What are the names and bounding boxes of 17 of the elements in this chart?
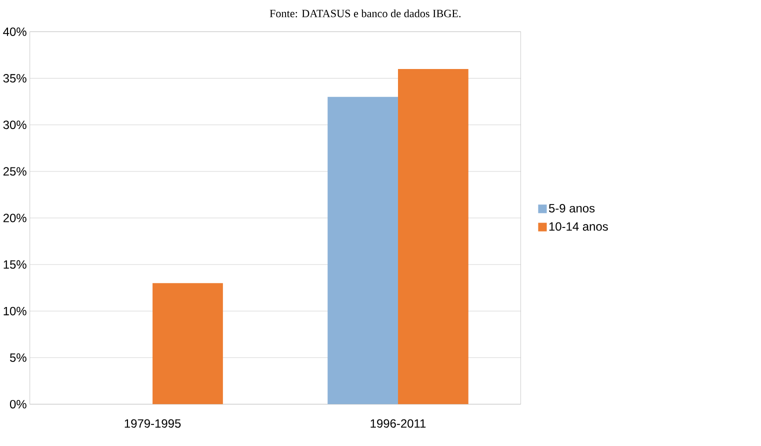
x-tick-label: 1996-2011 <box>370 419 426 428</box>
legend-label: 10-14 anos <box>549 222 608 231</box>
y-tick-label: 30% <box>3 120 26 129</box>
y-tick-label: 10% <box>4 306 26 316</box>
bar <box>152 283 223 404</box>
source-note: Fonte: DATASUS e banco de dados IBGE. <box>270 9 461 18</box>
bar <box>328 96 398 404</box>
legend-label: 5-9 anos <box>548 204 595 212</box>
y-tick-label: 5% <box>10 353 26 362</box>
bar <box>398 68 468 404</box>
y-tick-label: 25% <box>3 167 26 176</box>
y-tick-label: 0% <box>10 400 26 408</box>
y-tick-label: 40% <box>3 27 26 36</box>
y-tick-label: 15% <box>4 260 26 269</box>
y-tick-label: 20% <box>3 214 26 222</box>
y-tick-label: 35% <box>3 74 26 82</box>
x-tick-label: 1979-1995 <box>124 419 181 428</box>
